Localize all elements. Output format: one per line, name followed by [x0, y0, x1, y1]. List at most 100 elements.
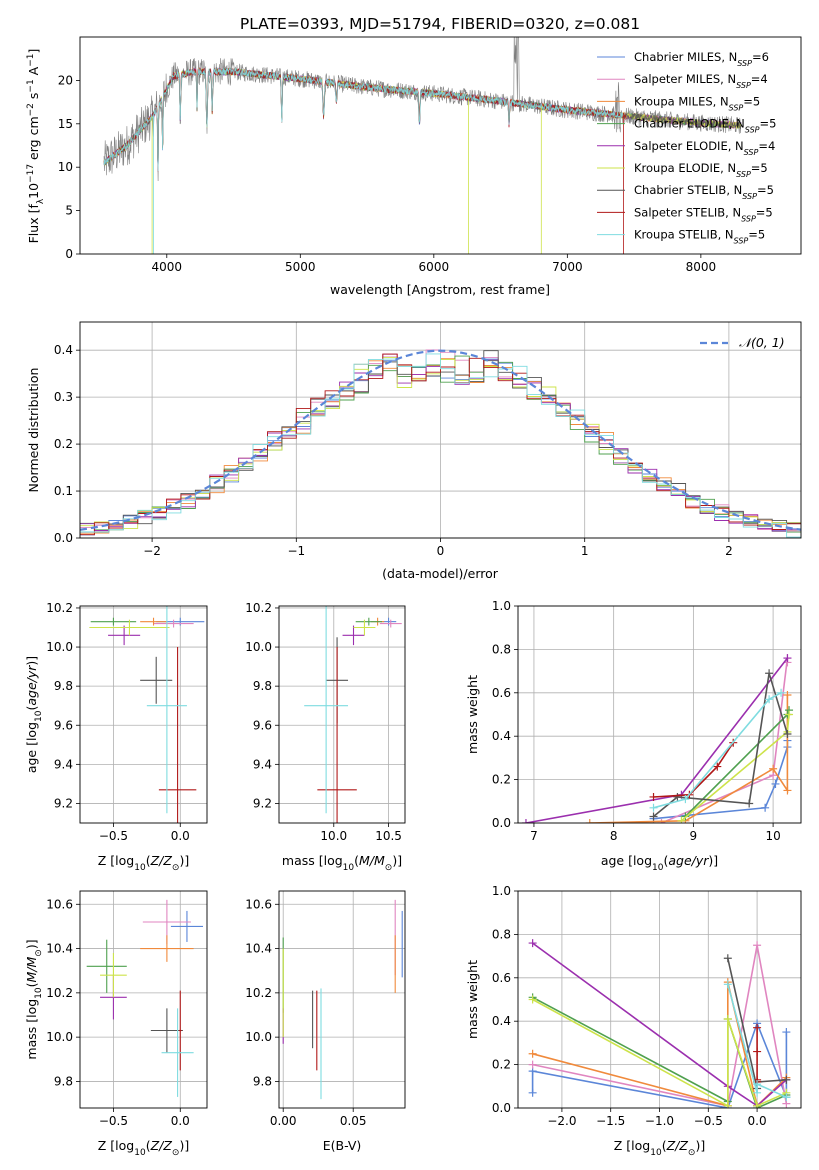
mass-weight-marker	[771, 779, 780, 788]
x-tick-label: 5000	[285, 260, 316, 274]
legend-label: Salpeter MILES, NSSP=4	[634, 72, 768, 90]
y-tick-label: 9.6	[253, 718, 272, 732]
errorbar-point	[140, 935, 194, 962]
mass-weight-marker	[761, 803, 770, 812]
x-tick-label: 6000	[419, 260, 450, 274]
x-axis-label: mass [log10(M/M⊙)]	[282, 853, 402, 873]
x-tick-label: −0.5	[99, 829, 128, 843]
errorbar-point	[158, 647, 197, 823]
x-axis-label: Z [log10(Z/Z⊙)]	[614, 1138, 705, 1158]
x-tick-label: −2.0	[547, 1114, 576, 1128]
y-axis-label: mass weight	[465, 675, 480, 754]
axes-frame	[79, 321, 802, 539]
y-tick-label: 0.6	[492, 686, 511, 700]
legend-label: Kroupa MILES, NSSP=5	[634, 94, 760, 112]
x-tick-label: 0.0	[748, 1114, 767, 1128]
x-tick-label: 0.00	[270, 1114, 297, 1128]
axes-frame	[278, 890, 406, 1109]
x-axis-label: age [log10(age/yr)]	[601, 853, 718, 873]
y-tick-label: 10.4	[245, 942, 272, 956]
mass-weight-marker	[649, 803, 658, 812]
mass-weight-marker	[528, 1060, 537, 1069]
errorbar-point	[355, 617, 382, 626]
axes-frame	[79, 605, 208, 824]
spectrum-legend: Chabrier MILES, NSSP=6 Salpeter MILES, NS…	[597, 50, 776, 245]
x-tick-label: −1	[287, 544, 305, 558]
residual-histogram	[80, 353, 801, 538]
y-tick-label: 9.8	[54, 679, 73, 693]
errorbar-point	[317, 647, 357, 823]
mass-weight-marker	[657, 819, 666, 823]
y-tick-label: 10.2	[46, 601, 73, 615]
mass-weight-marker	[753, 1088, 762, 1097]
mass-weight-marker	[753, 1101, 762, 1108]
mass-weight-marker	[521, 819, 530, 823]
x-tick-label: 8	[610, 829, 618, 843]
x-tick-label: −0.5	[694, 1114, 723, 1128]
mass-weight-marker	[723, 980, 732, 989]
axes-frame	[517, 605, 802, 824]
x-tick-label: 7000	[552, 260, 583, 274]
x-tick-label: −2	[143, 544, 161, 558]
mass-weight-marker	[723, 1101, 732, 1108]
y-tick-label: 10.6	[245, 897, 272, 911]
errorbar-point	[178, 990, 182, 1071]
errorbar-point	[86, 939, 127, 993]
errorbar-point	[379, 619, 402, 628]
y-tick-label: 0.2	[54, 437, 73, 451]
errorbar-point	[161, 1008, 194, 1097]
y-tick-label: 5	[65, 204, 73, 218]
y-tick-label: 20	[58, 73, 73, 87]
mass-weight-marker	[753, 1080, 762, 1089]
plot-area-age_vs_z	[89, 606, 205, 823]
mass-weight-marker	[723, 954, 732, 963]
y-tick-label: 10.2	[245, 986, 272, 1000]
errorbar-point	[89, 619, 170, 636]
x-tick-label: 0	[437, 544, 445, 558]
y-tick-label: 0.8	[492, 927, 511, 941]
x-tick-label: 0.0	[171, 1114, 190, 1128]
y-tick-label: 0.4	[54, 343, 73, 357]
x-tick-label: −1.0	[645, 1114, 674, 1128]
errorbar-point	[140, 617, 167, 626]
mass-weight-marker	[783, 730, 792, 739]
axes-frame	[79, 890, 208, 1109]
mass-weight-marker	[681, 795, 690, 804]
axes-residuals: −2 −1 0 1 2 0.0 0.1 0.2 0.3 0.4 𝒩(0, 1) (data-model…	[26, 321, 802, 581]
mass-weight-marker	[585, 819, 594, 823]
mass-weight-marker	[528, 1049, 537, 1058]
y-tick-label: 10.6	[46, 897, 73, 911]
mass-weight-line	[532, 942, 787, 1107]
x-tick-label: 8000	[686, 260, 717, 274]
y-tick-label: 10.0	[46, 1030, 73, 1044]
mass-weight-marker	[783, 690, 792, 699]
y-tick-label: 0	[65, 247, 73, 261]
y-tick-label: 10.0	[46, 640, 73, 654]
plot-area-residuals	[80, 349, 801, 538]
x-axis-label: Z [log10(Z/Z⊙)]	[98, 1138, 189, 1158]
mass-weight-line	[653, 692, 782, 809]
y-tick-label: 10.0	[245, 1030, 272, 1044]
mass-weight-marker	[753, 1023, 762, 1032]
y-tick-label: 9.2	[54, 796, 73, 810]
y-tick-label: 9.4	[54, 757, 73, 771]
axes-mass_vs_z: −0.5 0.0 9.8 10.0 10.2 10.4 10.6 Z [log10(Z/Z⊙)…	[24, 890, 208, 1158]
axes-spectrum: 4000 5000 6000 7000 8000 0 5 10 15 20 Chabrier MIL…	[26, 36, 802, 297]
y-tick-label: 0.0	[492, 1101, 511, 1115]
mass-weight-marker	[745, 799, 754, 808]
errorbar-point	[100, 953, 127, 998]
x-tick-label: −0.5	[99, 1114, 128, 1128]
y-tick-label: 9.6	[54, 718, 73, 732]
x-tick-label: 10	[765, 829, 780, 843]
errorbar-point	[153, 619, 194, 628]
mass-weight-marker	[777, 688, 786, 697]
axes-frame	[79, 36, 802, 255]
mass-weight-line	[727, 984, 787, 1098]
x-tick-label: 10.0	[320, 829, 347, 843]
mass-weight-marker	[528, 995, 537, 1004]
mass-weight-line	[525, 657, 789, 823]
y-tick-label: 0.8	[492, 642, 511, 656]
x-tick-label: 1	[581, 544, 589, 558]
axes-mass_weight_vs_z: −2.0 −1.5 −1.0 −0.5 0.0 0.0 0.2 0.4 0.6 0.8 1.0 Z […	[465, 884, 802, 1158]
